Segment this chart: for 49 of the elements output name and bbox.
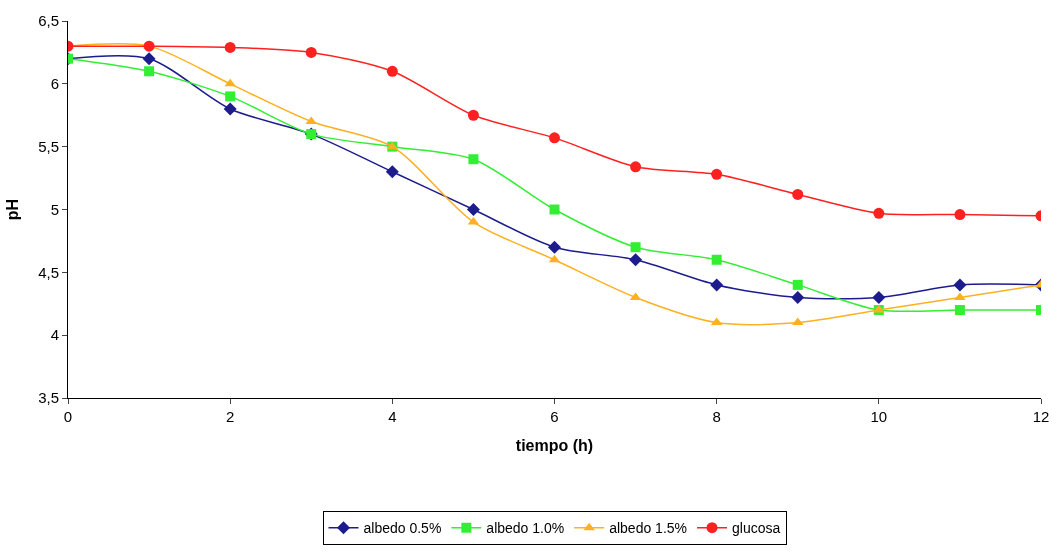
legend-label: glucosa xyxy=(732,520,781,537)
point xyxy=(711,254,722,265)
y-tick-label: 5 xyxy=(50,200,59,218)
point xyxy=(629,253,643,267)
point xyxy=(872,290,886,304)
y-tick-label: 3,5 xyxy=(38,389,59,407)
point xyxy=(305,46,317,58)
point xyxy=(710,278,724,292)
y-tick-label: 5,5 xyxy=(38,137,59,155)
point xyxy=(466,203,480,216)
point xyxy=(549,204,560,215)
point xyxy=(954,305,965,316)
legend-label: albedo 1.5% xyxy=(609,520,688,537)
point xyxy=(385,165,399,179)
point xyxy=(467,109,479,121)
point xyxy=(953,278,967,292)
point xyxy=(225,91,236,102)
point xyxy=(792,279,803,290)
y-axis-title: pH xyxy=(4,198,22,221)
y-tick-label: 4 xyxy=(50,326,59,344)
point xyxy=(142,52,156,66)
point xyxy=(468,154,479,165)
x-tick-label: 12 xyxy=(1032,408,1050,425)
x-tick-label: 4 xyxy=(388,408,397,425)
y-tick-label: 6,5 xyxy=(38,12,59,30)
x-tick-label: 10 xyxy=(870,408,888,425)
point xyxy=(144,66,155,77)
x-tick-label: 6 xyxy=(550,408,559,425)
x-tick-label: 2 xyxy=(226,408,235,425)
point xyxy=(223,102,237,116)
point xyxy=(549,132,560,144)
point xyxy=(548,240,561,254)
point xyxy=(711,168,723,180)
legend-label: albedo 0.5% xyxy=(363,520,442,537)
point xyxy=(791,290,805,304)
point xyxy=(224,41,236,53)
point xyxy=(792,188,804,200)
x-tick-label: 8 xyxy=(712,408,721,425)
point xyxy=(630,242,641,253)
y-tick-label: 4,5 xyxy=(38,263,59,281)
x-axis-title: tiempo (h) xyxy=(515,436,594,454)
x-tick-label: 0 xyxy=(63,408,73,425)
point xyxy=(630,161,642,173)
y-tick-label: 6 xyxy=(50,75,59,93)
point xyxy=(386,65,398,77)
legend-label: albedo 1.0% xyxy=(486,520,565,537)
point xyxy=(873,207,885,219)
point xyxy=(224,78,236,87)
point xyxy=(954,209,966,221)
